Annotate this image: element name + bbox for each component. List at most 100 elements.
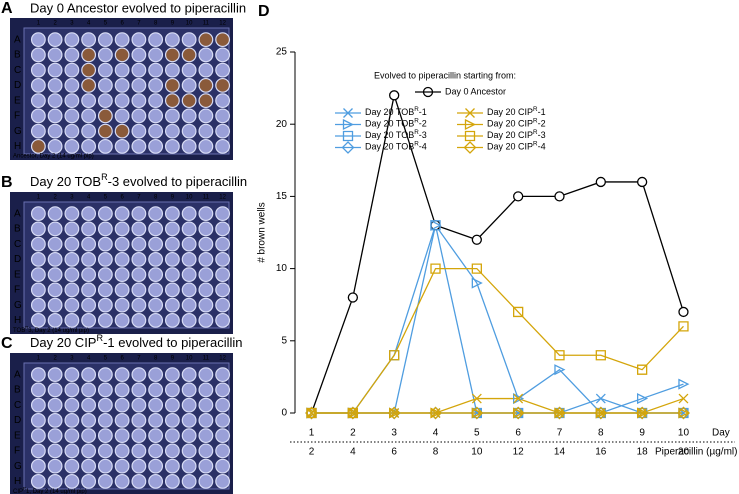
y-tick-label: 10 bbox=[276, 263, 288, 274]
well bbox=[47, 32, 63, 48]
marker bbox=[554, 364, 566, 376]
marker bbox=[554, 191, 565, 202]
x2-tick-label: 16 bbox=[595, 447, 607, 458]
well bbox=[131, 123, 147, 139]
well bbox=[47, 282, 63, 298]
series-line bbox=[311, 223, 684, 414]
well bbox=[30, 458, 46, 474]
panel-title: Day 0 Ancestor evolved to piperacillin bbox=[30, 0, 246, 15]
column-label: 5 bbox=[104, 356, 108, 362]
well bbox=[114, 123, 130, 139]
well bbox=[81, 206, 97, 222]
well bbox=[97, 93, 113, 109]
well bbox=[114, 47, 130, 63]
column-label: 12 bbox=[219, 195, 226, 201]
well bbox=[215, 77, 231, 93]
well bbox=[148, 108, 164, 124]
legend-title: Evolved to piperacillin starting from: bbox=[374, 70, 516, 80]
well bbox=[215, 397, 231, 413]
marker bbox=[430, 220, 441, 231]
well bbox=[131, 32, 147, 48]
marker bbox=[471, 277, 483, 289]
well bbox=[114, 367, 130, 383]
well bbox=[131, 47, 147, 63]
legend-label: Day 20 TOBR-2 bbox=[365, 118, 427, 129]
well bbox=[198, 367, 214, 383]
well bbox=[181, 77, 197, 93]
legend-label: Day 0 Ancestor bbox=[445, 86, 506, 96]
well bbox=[47, 221, 63, 237]
row-label: A bbox=[14, 34, 21, 45]
x2-tick-label: 6 bbox=[391, 447, 397, 458]
well bbox=[215, 297, 231, 313]
well bbox=[64, 428, 80, 444]
well bbox=[114, 458, 130, 474]
well bbox=[215, 32, 231, 48]
well bbox=[181, 397, 197, 413]
well bbox=[97, 473, 113, 489]
column-label: 6 bbox=[120, 21, 124, 27]
column-label: 5 bbox=[104, 195, 108, 201]
well bbox=[47, 458, 63, 474]
well bbox=[81, 138, 97, 154]
marker bbox=[635, 406, 649, 420]
well bbox=[215, 93, 231, 109]
well bbox=[64, 62, 80, 78]
column-label: 11 bbox=[203, 356, 210, 362]
column-label: 1 bbox=[37, 356, 41, 362]
x2-tick-label: 10 bbox=[471, 447, 483, 458]
marker bbox=[513, 306, 524, 318]
well bbox=[148, 123, 164, 139]
well bbox=[81, 312, 97, 328]
marker bbox=[553, 406, 566, 420]
well bbox=[148, 458, 164, 474]
well bbox=[148, 77, 164, 93]
well bbox=[215, 47, 231, 63]
column-label: 7 bbox=[137, 21, 141, 27]
column-label: 10 bbox=[186, 21, 193, 27]
panel-letter: B bbox=[1, 174, 13, 191]
well bbox=[198, 138, 214, 154]
well bbox=[30, 473, 46, 489]
series-line bbox=[310, 92, 685, 414]
legend-label: Day 20 CIPR-4 bbox=[487, 141, 546, 152]
well bbox=[215, 443, 231, 459]
marker bbox=[305, 406, 318, 420]
well bbox=[148, 138, 164, 154]
well bbox=[215, 282, 231, 298]
well bbox=[164, 93, 180, 109]
marker bbox=[389, 90, 400, 101]
y-tick-label: 25 bbox=[276, 47, 288, 58]
well bbox=[30, 267, 46, 283]
legend-label: Day 20 TOBR-3 bbox=[365, 129, 427, 140]
column-label: 2 bbox=[53, 21, 57, 27]
well bbox=[97, 62, 113, 78]
well bbox=[181, 297, 197, 313]
x-tick-label: 4 bbox=[433, 428, 439, 439]
well bbox=[47, 443, 63, 459]
marker bbox=[463, 141, 477, 154]
well bbox=[81, 397, 97, 413]
well bbox=[164, 32, 180, 48]
x-tick-label: 5 bbox=[474, 428, 480, 439]
well bbox=[81, 32, 97, 48]
well bbox=[215, 206, 231, 222]
well bbox=[198, 397, 214, 413]
row-label: E bbox=[14, 269, 21, 280]
well bbox=[81, 443, 97, 459]
x-tick-label: 1 bbox=[309, 428, 315, 439]
well bbox=[131, 77, 147, 93]
well bbox=[181, 251, 197, 267]
x-tick-label: 6 bbox=[515, 428, 521, 439]
well bbox=[64, 251, 80, 267]
well bbox=[215, 62, 231, 78]
well bbox=[198, 47, 214, 63]
well bbox=[114, 32, 130, 48]
well bbox=[81, 251, 97, 267]
well bbox=[30, 367, 46, 383]
marker bbox=[636, 393, 649, 405]
well bbox=[81, 47, 97, 63]
well bbox=[114, 138, 130, 154]
well bbox=[131, 443, 147, 459]
well bbox=[148, 236, 164, 252]
